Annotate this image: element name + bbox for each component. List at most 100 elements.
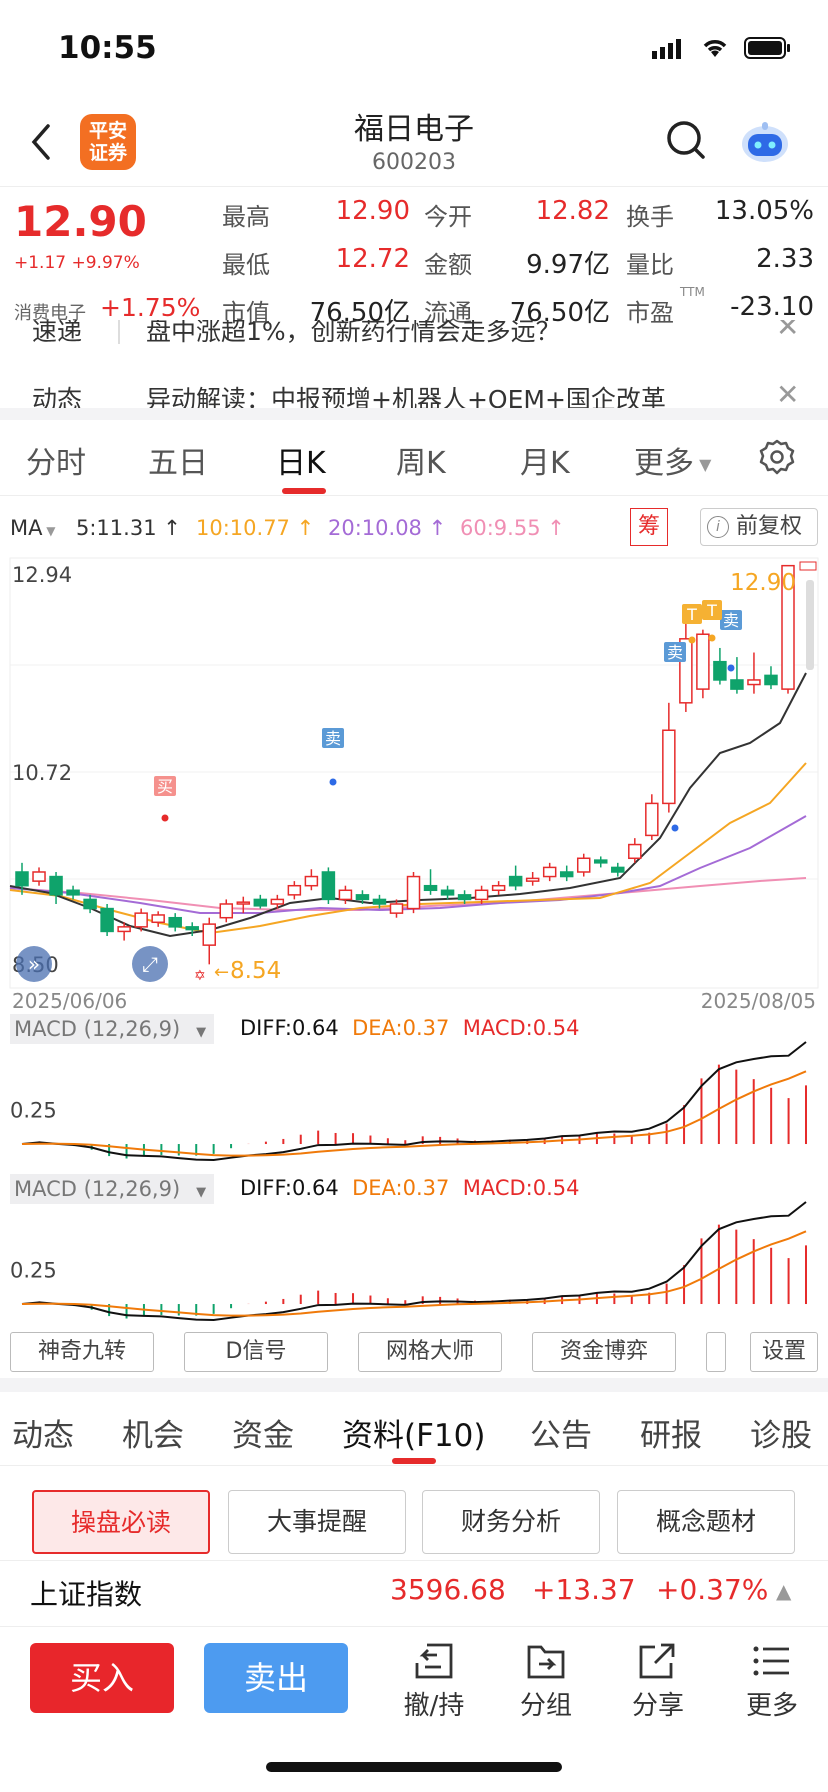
close-icon[interactable]: ✕: [776, 378, 800, 408]
group-button[interactable]: 分组: [496, 1641, 596, 1722]
subtab-financials[interactable]: 财务分析: [422, 1490, 600, 1554]
macd-chart[interactable]: 0.25: [0, 1170, 828, 1325]
gear-icon[interactable]: [758, 438, 796, 476]
candle-body: [321, 871, 336, 901]
tab-more[interactable]: 更多 ▼: [634, 438, 711, 482]
date-start: 2025/06/06: [12, 989, 127, 1010]
candle: [679, 620, 693, 712]
volume-ratio-value: 2.33: [756, 244, 814, 274]
tab-news[interactable]: 动态: [12, 1418, 74, 1454]
candle: [764, 666, 778, 690]
index-value: 3596.68: [390, 1573, 506, 1606]
candle-body: [270, 898, 285, 905]
indicator-fund-game[interactable]: 资金博弈: [532, 1332, 676, 1372]
subtab-concepts[interactable]: 概念题材: [617, 1490, 795, 1554]
ma-selector[interactable]: MA ▼: [10, 516, 56, 540]
subtab-trading-guide[interactable]: 操盘必读: [32, 1490, 210, 1554]
candle: [202, 917, 216, 965]
signal-dot: [688, 636, 696, 644]
candle: [168, 913, 182, 932]
macd-selector[interactable]: MACD (12,26,9) ▼: [10, 1174, 214, 1204]
search-icon[interactable]: [664, 118, 708, 162]
ma20-value: 20:10.08 ↑: [328, 516, 447, 540]
share-label: 分享: [631, 1691, 684, 1721]
candle-body: [628, 843, 642, 860]
group-label: 分组: [519, 1691, 572, 1721]
chart-scrollbar[interactable]: [806, 580, 814, 670]
price-adjust-button[interactable]: i 前复权: [700, 508, 818, 546]
indicator-settings-button[interactable]: 设置: [750, 1332, 818, 1372]
candle-body: [338, 889, 353, 901]
macd-y-label: 0.25: [10, 1259, 57, 1283]
candle: [372, 894, 387, 909]
macd-value: MACD:0.54: [462, 1176, 580, 1200]
tab-funds[interactable]: 资金: [232, 1418, 294, 1454]
f10-sub-tabs: 操盘必读 大事提醒 财务分析 概念题材: [0, 1490, 828, 1556]
index-ticker[interactable]: 上证指数 3596.68 +13.37 +0.37% ▲: [0, 1560, 828, 1622]
buy-signal-label: 买: [157, 777, 173, 796]
withdraw-hold-button[interactable]: 撤/持: [384, 1641, 484, 1722]
subtab-events[interactable]: 大事提醒: [228, 1490, 406, 1554]
tab-five-day[interactable]: 五日: [148, 446, 208, 481]
close-icon[interactable]: ✕: [776, 320, 800, 343]
kline-chart[interactable]: 12.94 10.72 8.50 2025/06/06 2025/08/05 买…: [0, 548, 828, 1010]
info-icon: i: [707, 516, 729, 538]
indicator-grid-master[interactable]: 网格大师: [358, 1332, 502, 1372]
last-price: 12.90: [14, 197, 147, 246]
candle: [406, 871, 421, 914]
tab-opportunity[interactable]: 机会: [122, 1418, 184, 1454]
candle: [355, 890, 370, 904]
candle: [662, 702, 676, 813]
folder-icon: [527, 1645, 565, 1679]
tab-research[interactable]: 研报: [640, 1418, 702, 1454]
t-signal-label: T: [686, 605, 697, 624]
more-button[interactable]: 更多: [722, 1641, 822, 1722]
sell-signal-marker: [720, 610, 742, 630]
ai-assistant-icon[interactable]: [738, 114, 792, 168]
indicator-d-signal[interactable]: D信号: [184, 1332, 328, 1372]
share-button[interactable]: 分享: [608, 1641, 708, 1722]
candle: [338, 885, 353, 904]
news-item[interactable]: 动态 异动解读：中报预增+机器人+OEM+国企改革 ✕: [0, 378, 828, 408]
tab-daily-k[interactable]: 日K: [276, 446, 326, 481]
diff-value: DIFF:0.64: [240, 1176, 339, 1200]
ma-label: MA: [10, 516, 43, 540]
news-item[interactable]: 速递 盘中涨超1%，创新药行情会走多远？ ✕: [0, 320, 828, 360]
chip-distribution-button[interactable]: 筹: [630, 508, 668, 546]
back-arrow-icon[interactable]: [26, 120, 56, 164]
signal-dot: [708, 634, 716, 642]
macd-chart[interactable]: 0.25: [0, 1010, 828, 1165]
status-bar: 10:55: [0, 0, 828, 100]
candle-body: [747, 679, 761, 686]
tab-announcements[interactable]: 公告: [530, 1418, 592, 1454]
signal-dot: [329, 778, 337, 786]
diff-value: DIFF:0.64: [240, 1016, 339, 1040]
dea-value: DEA:0.37: [352, 1016, 450, 1040]
indicator-nine-turn[interactable]: 神奇九转: [10, 1332, 154, 1372]
tab-monthly-k[interactable]: 月K: [520, 446, 570, 481]
buy-button[interactable]: 买入: [30, 1643, 174, 1713]
macd-selector[interactable]: MACD (12,26,9) ▼: [10, 1014, 214, 1044]
status-time: 10:55: [58, 30, 157, 66]
withdraw-icon: [415, 1643, 453, 1679]
expand-up-icon[interactable]: ▲: [776, 1579, 792, 1603]
indicator-partial-button[interactable]: [706, 1332, 726, 1372]
macd-dea-line: [21, 1070, 807, 1157]
candle: [134, 908, 148, 932]
ma20-line: [9, 815, 807, 914]
sell-button[interactable]: 卖出: [204, 1643, 348, 1713]
tab-weekly-k[interactable]: 周K: [396, 446, 446, 481]
candle-body: [423, 884, 438, 892]
high-label: 最高: [222, 203, 270, 231]
tab-intraday[interactable]: 分时: [26, 446, 86, 481]
tab-diagnosis[interactable]: 诊股: [750, 1418, 812, 1454]
candle: [440, 885, 455, 900]
tab-f10[interactable]: 资料(F10): [342, 1418, 486, 1454]
macd-header: MACD (12,26,9) ▼ DIFF:0.64 DEA:0.37 MACD:…: [0, 1014, 828, 1046]
candle-body: [508, 875, 523, 887]
collapse-chart-icon[interactable]: »: [16, 946, 52, 982]
candle: [185, 922, 199, 936]
sector-name[interactable]: 消费电子: [14, 303, 86, 324]
fullscreen-icon[interactable]: ⤢: [132, 946, 168, 982]
high-price-marker: 12.90: [730, 570, 796, 596]
